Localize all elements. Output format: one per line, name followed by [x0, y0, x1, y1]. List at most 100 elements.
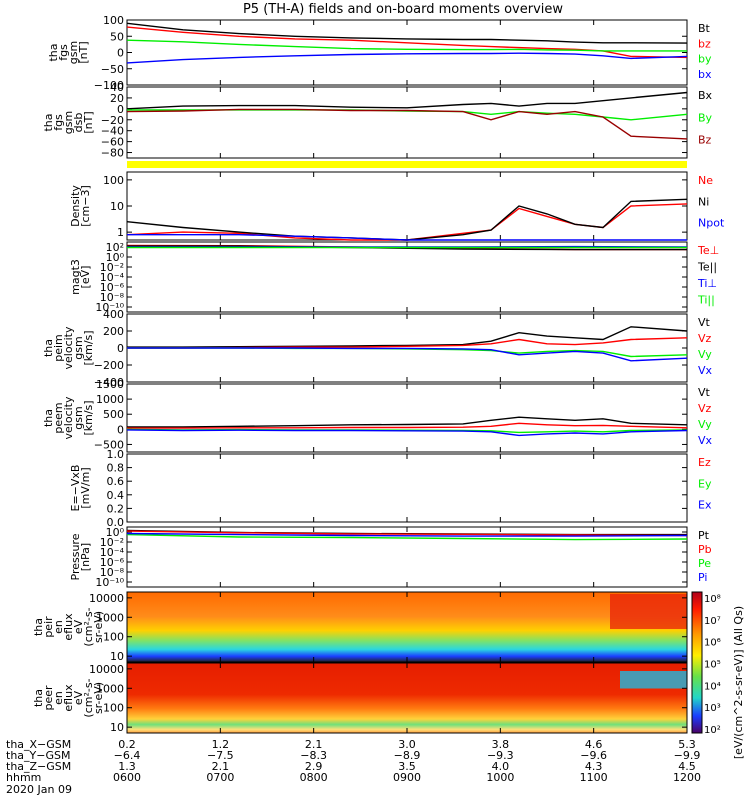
legend-entry: Pt — [698, 529, 710, 542]
panel-p4: 10²10⁰10⁻²10⁻⁴10⁻⁶10⁻⁸10⁻¹⁰magt3[eV]Te⊥T… — [69, 241, 719, 314]
panel-p3: 100 10 1 Density[cm−3] Ne Ni Npot — [69, 171, 725, 241]
y-axis-label-line: eflux — [62, 684, 75, 712]
y-axis-label-line: dsb — [72, 113, 85, 133]
y-axis-label: Density[cm−3] — [69, 185, 92, 227]
x-tick-value: −8.9 — [394, 749, 421, 762]
legend-entry: Te⊥ — [697, 244, 719, 257]
y-axis-label-line: E=−VxB — [69, 465, 82, 512]
x-tick-value: 0.2 — [118, 738, 136, 751]
legend-entry: Vz — [698, 402, 712, 415]
y-axis-label: E=−VxB[mV/m] — [69, 465, 92, 512]
series-line-Bt — [126, 22, 688, 44]
status-bar — [127, 161, 687, 168]
y-axis-label-line: [mV/m] — [79, 467, 92, 508]
legend-entry: Ey — [698, 477, 712, 490]
y-axis-label-line: [km/s] — [82, 330, 95, 365]
legend-entry: Ti⊥ — [697, 277, 717, 290]
legend-entry: Ne — [698, 174, 713, 187]
y-tick-label: −20 — [101, 114, 124, 127]
x-tick-value: 4.0 — [492, 760, 510, 773]
y-tick-label: 400 — [103, 308, 124, 321]
y-axis-label-line: tha — [42, 339, 55, 357]
x-tick-value: 2.1 — [305, 738, 323, 751]
x-tick-value: 0700 — [206, 771, 234, 784]
x-tick-value: −8.3 — [300, 749, 327, 762]
heatmap-hotspot — [620, 671, 687, 689]
x-tick-value: −6.4 — [114, 749, 141, 762]
legend-entry: by — [698, 53, 712, 66]
y-tick-label: 0.2 — [107, 502, 125, 515]
legend-entry: Pi — [698, 571, 707, 584]
colorbar-tick-label: 10⁷ — [704, 616, 721, 627]
y-tick-label: 10 — [110, 650, 124, 663]
heatmap-hotspot — [610, 594, 687, 629]
y-tick-label: 10⁻⁴ — [100, 271, 125, 284]
y-tick-label: 10⁻¹⁰ — [95, 301, 124, 314]
y-tick-label: 10⁻⁶ — [100, 281, 125, 294]
panel-frame — [126, 241, 688, 313]
series-line-by — [126, 39, 687, 52]
y-tick-label: 10000 — [89, 592, 124, 605]
series-line-Vx — [126, 429, 688, 437]
y-axis-label-line: gsm — [72, 336, 85, 359]
figure-title: P5 (TH-A) fields and on-board moments ov… — [243, 2, 563, 17]
colorbar-tick-label: 10⁸ — [704, 594, 721, 605]
y-axis-label-line: velocity — [62, 396, 75, 439]
x-tick-value: 0800 — [300, 771, 328, 784]
y-tick-label: 40 — [110, 81, 124, 94]
y-tick-label: 1000 — [96, 393, 124, 406]
x-row-label: tha_Y−GSM — [6, 749, 70, 762]
series-line-Vx — [127, 347, 688, 362]
series-line-Bz — [126, 108, 688, 140]
y-axis-label-line: en — [52, 691, 65, 705]
x-tick-value: 0600 — [113, 771, 141, 784]
y-axis-label-line: sr-eV) — [92, 682, 105, 714]
series-line-Vz — [127, 422, 688, 429]
y-tick-label: 10² — [106, 241, 124, 254]
y-tick-label: 10⁻⁸ — [100, 291, 125, 304]
y-axis-label-line: magt3 — [69, 259, 82, 295]
y-tick-label: −60 — [101, 136, 124, 149]
y-tick-label: 0.8 — [107, 462, 125, 475]
legend-entry: Vx — [698, 434, 713, 447]
panels-group: 100500−50−100thafgsgsm[nT]Btbzbybx40200−… — [32, 14, 725, 734]
y-axis-label-line: [nPa] — [79, 543, 92, 571]
legend-entry: Vz — [698, 332, 712, 345]
panel-frame — [126, 86, 688, 159]
legend-entry: Ni — [698, 195, 709, 208]
panel-frame — [126, 19, 688, 86]
y-axis-label-line: tha — [32, 689, 45, 707]
x-tick-value: −9.9 — [674, 749, 701, 762]
y-tick-label: 10⁻² — [100, 536, 124, 549]
y-tick-label: 10⁰ — [106, 251, 125, 264]
colorbar-tick-label: 10⁶ — [704, 638, 721, 649]
x-tick-value: 2.9 — [305, 760, 323, 773]
y-tick-label: 10⁰ — [106, 526, 125, 539]
y-tick-label: 1.0 — [107, 448, 125, 461]
legend-entry: Pe — [698, 557, 711, 570]
y-axis-label-line: Density — [69, 185, 82, 227]
series-line-Vt — [127, 326, 688, 348]
y-tick-label: 10⁻⁸ — [100, 566, 125, 579]
legend-entry: Vy — [698, 348, 712, 361]
x-tick-value: −9.6 — [580, 749, 607, 762]
y-tick-label: 10000 — [89, 663, 124, 676]
y-tick-label: 10 — [110, 200, 124, 213]
y-tick-label: 100 — [103, 174, 124, 187]
legend-entry: Bz — [698, 134, 712, 147]
x-tick-value: 1.3 — [118, 760, 136, 773]
x-tick-value: 4.6 — [585, 738, 603, 751]
y-axis-label-line: eV — [72, 690, 85, 705]
y-tick-label: 1 — [117, 226, 124, 239]
y-axis-label-line: tha — [32, 618, 45, 636]
x-tick-value: 1100 — [580, 771, 608, 784]
y-tick-label: 0 — [117, 423, 124, 436]
y-tick-label: 1500 — [96, 378, 124, 391]
y-axis-label-line: Pressure — [69, 533, 82, 580]
colorbar-tick-label: 10² — [704, 725, 721, 736]
heatmap-image — [127, 592, 687, 662]
y-tick-label: 50 — [110, 30, 124, 43]
